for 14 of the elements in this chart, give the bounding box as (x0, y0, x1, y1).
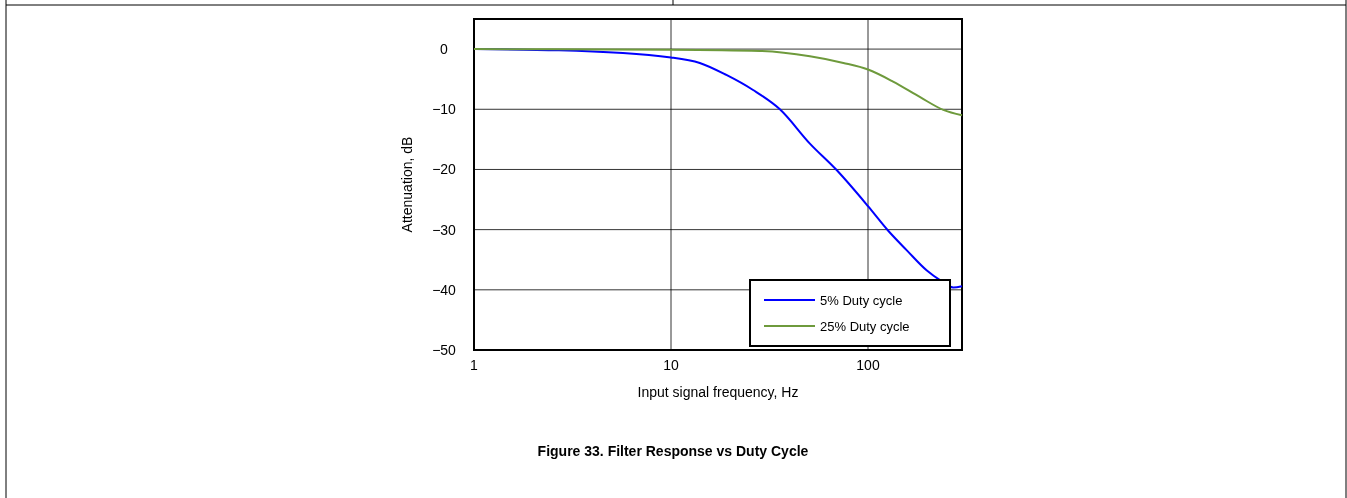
y-tick-label: −50 (432, 342, 457, 358)
y-axis-title: Attenuation, dB (399, 136, 415, 233)
x-tick-label: 10 (663, 357, 679, 373)
legend-label: 5% Duty cycle (820, 293, 903, 308)
y-tick-label: −40 (432, 281, 457, 298)
x-tick-label: 1 (470, 357, 479, 373)
y-tick-label: −30 (432, 221, 457, 238)
legend-label: 25% Duty cycle (820, 319, 910, 334)
x-tick-label: 100 (856, 357, 880, 373)
x-axis-title: Input signal frequency, Hz (637, 384, 799, 400)
y-tick-label: 0 (440, 41, 449, 58)
y-tick-label: −10 (432, 101, 457, 118)
text: Figure 33. Filter Response vs Duty Cycle (537, 443, 809, 459)
y-tick-label: −20 (432, 161, 457, 178)
